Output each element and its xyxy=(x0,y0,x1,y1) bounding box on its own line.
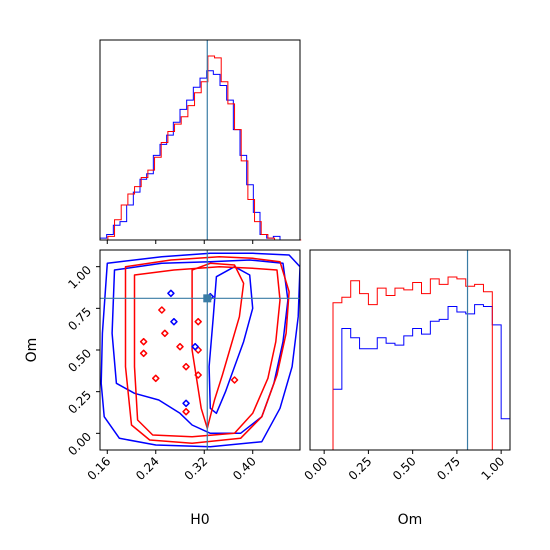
contour-truth-marker xyxy=(203,294,212,303)
contour-red-island-10 xyxy=(161,329,169,338)
contour-xtick-label-1: 0.24 xyxy=(133,454,162,483)
contour-blue-island-0 xyxy=(167,289,175,298)
h0-histogram-panel xyxy=(99,39,302,244)
x-axis-label-h0: H0 xyxy=(190,512,209,528)
contour-ytick-label-2: 0.50 xyxy=(65,346,94,375)
contour-blue-1 xyxy=(111,259,289,435)
om-hist-red-series xyxy=(315,276,502,451)
contour-ytick-label-1: 0.25 xyxy=(65,388,94,417)
contour-blue-2 xyxy=(208,265,254,415)
contour-ytick-label-3: 0.75 xyxy=(65,305,94,334)
om-hist-xtick-label-1: 0.25 xyxy=(346,454,375,483)
contour-xtick-label-0: 0.16 xyxy=(85,454,114,483)
contour-red-island-5 xyxy=(182,362,190,371)
contour-red-island-7 xyxy=(230,376,239,384)
contour-xtick-label-3: 0.40 xyxy=(230,454,259,483)
contour-xtick-label-2: 0.32 xyxy=(182,454,211,483)
contour-red-island-1 xyxy=(194,317,202,326)
h0-om-contour-frame xyxy=(99,249,301,451)
contour-red-island-8 xyxy=(182,407,190,416)
contour-red-island-3 xyxy=(176,342,184,351)
contour-red-island-6 xyxy=(152,374,160,383)
contour-red-1 xyxy=(133,265,281,438)
contour-blue-island-2 xyxy=(191,342,199,351)
contour-red-island-4 xyxy=(139,349,148,358)
om-hist-xtick-label-3: 0.75 xyxy=(434,454,463,483)
om-hist-xtick-label-0: 0.00 xyxy=(301,454,330,483)
h0-histogram-frame xyxy=(99,39,301,241)
om-hist-blue-series xyxy=(315,304,511,451)
contour-blue-island-3 xyxy=(182,399,190,408)
contour-blue-0 xyxy=(100,252,300,448)
contour-ytick-label-0: 0.00 xyxy=(65,430,94,459)
om-histogram-frame xyxy=(309,249,511,451)
h0-hist-red-series xyxy=(101,55,302,241)
contour-red-0 xyxy=(124,255,290,445)
h0-hist-blue-series xyxy=(99,70,300,241)
x-axis-label-om: Om xyxy=(398,512,423,528)
contour-blue-island-1 xyxy=(170,317,178,326)
contour-ytick-label-4: 1.00 xyxy=(65,263,94,292)
contour-red-island-9 xyxy=(194,371,202,379)
om-hist-xtick-label-4: 1.00 xyxy=(478,454,507,483)
contour-red-2 xyxy=(191,262,245,430)
contour-red-island-2 xyxy=(139,337,148,346)
contour-red-island-0 xyxy=(158,306,166,314)
y-axis-label-om: Om xyxy=(24,338,40,363)
om-hist-xtick-label-2: 0.50 xyxy=(390,454,419,483)
om-histogram-panel: 0.00 0.25 0.50 0.75 1.00 xyxy=(301,249,511,483)
h0-om-contour-panel: 0.16 0.24 0.32 0.40 0.00 0.25 0.50 0.75 1.00 xyxy=(65,249,301,483)
